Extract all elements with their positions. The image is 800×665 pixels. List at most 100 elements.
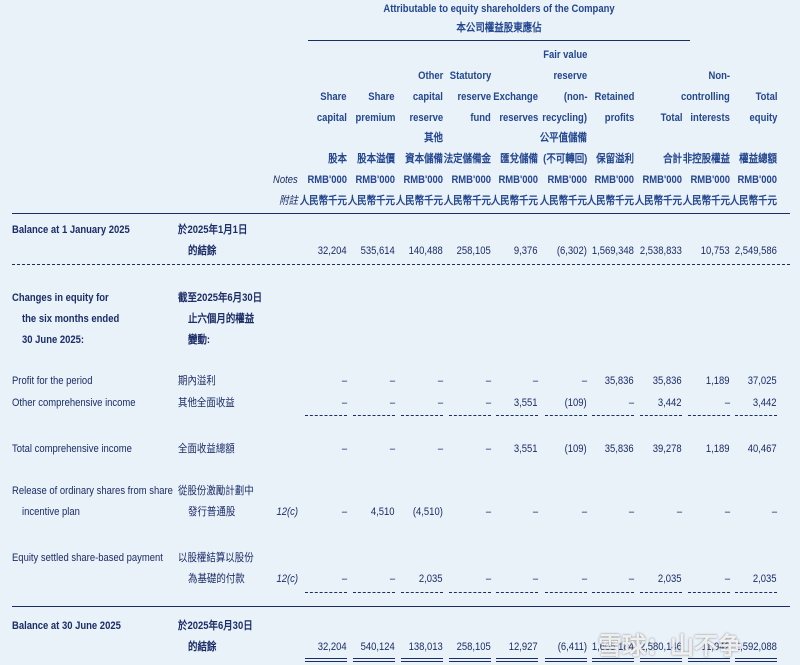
- cell-value: 32,204: [318, 641, 347, 653]
- cell-value: 3,442: [658, 397, 682, 409]
- cell-value: 3,551: [514, 397, 538, 409]
- cell-value: 258,105: [456, 245, 491, 257]
- column-header-zh: 保留溢利: [596, 153, 634, 165]
- cell-value: –: [485, 375, 491, 387]
- cell-value: –: [532, 573, 538, 585]
- double-rule: [688, 658, 730, 659]
- cell-value: 40,467: [748, 443, 777, 455]
- cell-value: 35,836: [653, 375, 682, 387]
- cell-value: 12,927: [509, 641, 538, 653]
- column-header: reserve: [409, 112, 443, 124]
- column-header-zh: 公平值儲備: [539, 132, 587, 144]
- watermark: 雪球：山不争: [598, 633, 742, 660]
- group-header-zh: 本公司權益股東應佔: [456, 22, 542, 34]
- cell-value: 540,124: [360, 641, 395, 653]
- row-label: Balance at 30 June 2025: [12, 620, 121, 632]
- row-note: 12(c): [276, 506, 298, 518]
- cell-value: 2,035: [658, 573, 682, 585]
- row-label-zh: 於2025年1月1日: [178, 224, 248, 236]
- row-label-zh: 發行普通股: [188, 506, 236, 518]
- subtotal-rule: [640, 415, 682, 416]
- row-label: Release of ordinary shares from share: [12, 485, 173, 497]
- column-unit-zh: 人民幣千元: [729, 195, 777, 207]
- cell-value: 2,035: [753, 573, 777, 585]
- subtotal-rule: [496, 592, 538, 593]
- subtotal-rule: [305, 592, 347, 593]
- column-unit-zh: 人民幣千元: [299, 195, 347, 207]
- column-header-zh: 合計: [663, 153, 682, 165]
- cell-value: –: [724, 573, 730, 585]
- column-header: Total: [755, 91, 777, 103]
- double-rule: [592, 661, 634, 662]
- cell-value: (4,510): [413, 506, 443, 518]
- subtotal-rule: [449, 415, 491, 416]
- column-header-zh: 其他: [424, 132, 443, 144]
- cell-value: 9,376: [514, 245, 538, 257]
- column-unit: RMB'000: [307, 174, 347, 186]
- cell-value: 11,942: [701, 641, 730, 653]
- row-note: 12(c): [276, 573, 298, 585]
- subtotal-rule: [353, 592, 395, 593]
- subtotal-rule: [545, 592, 587, 593]
- column-header-zh: (不可轉回): [542, 153, 587, 165]
- double-rule: [305, 661, 347, 662]
- cell-value: 35,836: [605, 375, 634, 387]
- cell-value: 258,105: [456, 641, 491, 653]
- cell-value: –: [628, 506, 634, 518]
- cell-value: –: [341, 573, 347, 585]
- subtotal-rule: [640, 592, 682, 593]
- cell-value: –: [581, 573, 587, 585]
- double-rule: [735, 658, 777, 659]
- cell-value: 2,580,146: [639, 641, 682, 653]
- double-rule: [305, 658, 347, 659]
- row-label: the six months ended: [22, 313, 120, 325]
- cell-value: –: [628, 573, 634, 585]
- column-header-zh: 股本溢價: [357, 153, 395, 165]
- cell-value: –: [341, 506, 347, 518]
- double-rule: [545, 661, 587, 662]
- column-header: premium: [355, 112, 395, 124]
- column-header: recycling): [542, 112, 587, 124]
- cell-value: 535,614: [360, 245, 395, 257]
- column-unit-zh: 人民幣千元: [682, 195, 730, 207]
- notes-header-zh: 附註: [279, 195, 298, 207]
- cell-value: 35,836: [605, 443, 634, 455]
- column-unit: RMB'000: [737, 174, 777, 186]
- double-rule: [449, 658, 491, 659]
- cell-value: –: [581, 375, 587, 387]
- cell-value: –: [485, 506, 491, 518]
- row-label-zh: 為基礎的付款: [188, 573, 245, 585]
- row-label-zh: 從股份激勵計劃中: [178, 485, 254, 497]
- column-header: Non-: [708, 70, 730, 82]
- cell-value: 32,204: [318, 245, 347, 257]
- cell-value: –: [341, 397, 347, 409]
- double-rule: [449, 661, 491, 662]
- column-header: reserve: [553, 70, 587, 82]
- column-unit: RMB'000: [355, 174, 395, 186]
- subtotal-rule: [735, 415, 777, 416]
- cell-value: 1,189: [706, 443, 730, 455]
- double-rule: [688, 661, 730, 662]
- column-header: reserves: [499, 112, 538, 124]
- double-rule: [353, 658, 395, 659]
- double-rule: [545, 658, 587, 659]
- cell-value: (109): [564, 443, 587, 455]
- subtotal-rule: [545, 415, 587, 416]
- cell-value: –: [485, 443, 491, 455]
- section-rule: [12, 264, 790, 265]
- column-header-zh: 權益總額: [739, 153, 777, 165]
- cell-value: (6,411): [557, 641, 587, 653]
- column-header: fund: [470, 112, 491, 124]
- subtotal-rule: [305, 415, 347, 416]
- column-header: capital: [413, 91, 443, 103]
- row-label-zh: 變動:: [188, 334, 211, 346]
- column-header: (non-: [563, 91, 587, 103]
- column-header: Statutory: [449, 70, 491, 82]
- cell-value: –: [485, 397, 491, 409]
- row-label: Balance at 1 January 2025: [12, 224, 130, 236]
- row-label: Changes in equity for: [12, 292, 109, 304]
- double-rule: [640, 661, 682, 662]
- cell-value: –: [437, 397, 443, 409]
- cell-value: –: [771, 506, 777, 518]
